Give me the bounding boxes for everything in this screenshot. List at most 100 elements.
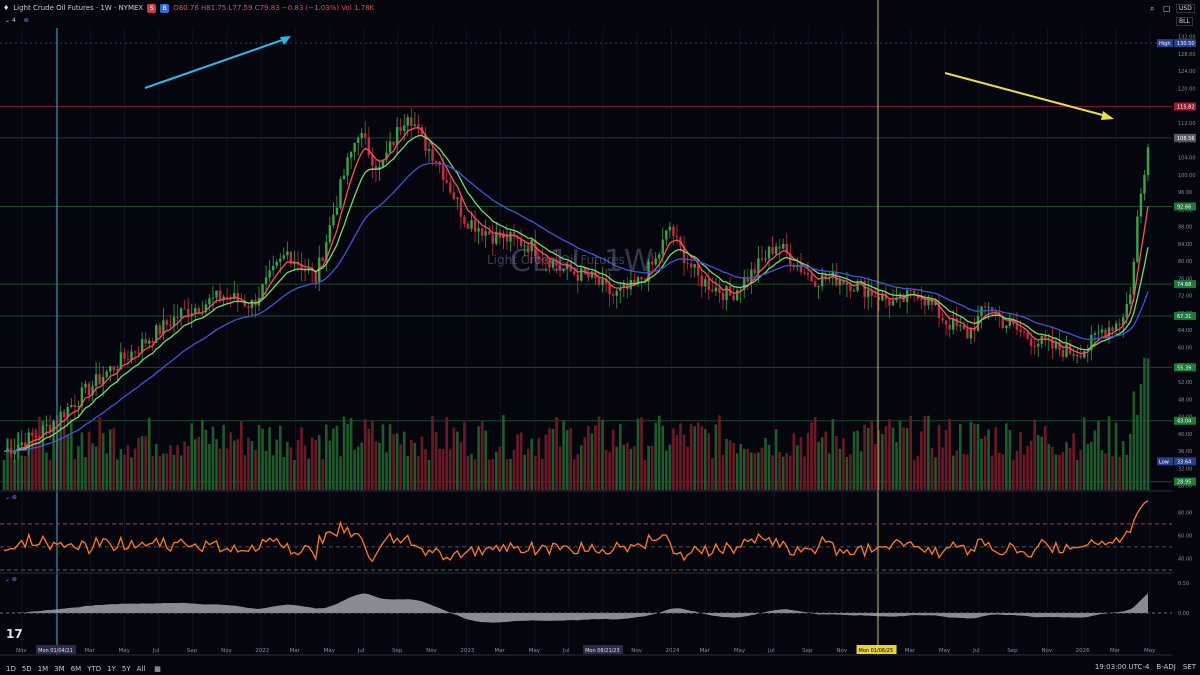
volume-bar	[310, 437, 314, 490]
volume-bar	[1079, 449, 1083, 490]
volume-bar	[519, 432, 523, 490]
timeframe-5y[interactable]: 5Y	[121, 664, 131, 673]
volume-bar	[452, 427, 456, 490]
x-axis-label: Mar	[1110, 648, 1121, 654]
volume-bar	[1090, 441, 1093, 490]
arrow-cyan-head	[280, 36, 291, 45]
volume-bar	[934, 457, 937, 490]
hist-pane-collapse-icon[interactable]: ⌄ ⊚	[5, 576, 17, 583]
sell-button[interactable]: S	[147, 3, 157, 13]
volume-bar	[1047, 444, 1051, 490]
candle-body	[725, 285, 728, 301]
volume-bar	[983, 435, 987, 490]
timeframe-6m[interactable]: 6M	[70, 664, 82, 673]
timeframe-all[interactable]: All	[136, 664, 146, 673]
price-tick-label: 40.00	[1178, 432, 1192, 438]
price-tick-label: 52.00	[1178, 380, 1192, 386]
volume-bar	[172, 454, 176, 490]
volume-bar	[1143, 357, 1146, 490]
volume-bar	[201, 419, 204, 490]
clock-time[interactable]: 19:03:00 UTC-4	[1094, 663, 1150, 671]
x-axis-label: May	[119, 648, 131, 654]
candle-body	[1100, 329, 1104, 333]
timeframe-5d[interactable]: 5D	[21, 664, 32, 673]
calendar-icon[interactable]: ▦	[154, 664, 161, 673]
timeframe-1d[interactable]: 1D	[6, 664, 16, 673]
x-axis-label: Nov	[631, 648, 642, 654]
volume-bar	[976, 423, 980, 490]
volume-bar	[91, 443, 94, 490]
candle-body	[920, 298, 923, 301]
candle-body	[140, 339, 144, 353]
volume-bar	[937, 424, 941, 490]
back-adjust-toggle[interactable]: B-ADJ	[1156, 663, 1176, 671]
volume-bar	[473, 459, 477, 490]
timeframe-1m[interactable]: 1M	[37, 664, 49, 673]
date-marker-label: Mon 08/21/23	[585, 648, 620, 654]
link-icon[interactable]: ⊚	[23, 17, 29, 24]
candle-body	[778, 246, 781, 249]
volume-bar	[73, 459, 77, 490]
symbol-name[interactable]: Light Crude Oil Futures · 1W · NYMEX	[13, 4, 144, 12]
volume-bar	[682, 434, 686, 490]
candle-body	[526, 245, 530, 252]
rsi-pane-collapse-icon[interactable]: ⌄ ⊚	[5, 494, 17, 501]
volume-bar	[232, 440, 236, 490]
volume-bar	[1104, 453, 1107, 490]
volume-bar	[52, 422, 55, 490]
indicators-toggle[interactable]: ⌄ 4	[5, 17, 16, 24]
candle-body	[229, 296, 232, 299]
candle-body	[881, 293, 884, 301]
search-icon[interactable]: ⌕	[1150, 4, 1155, 13]
session-toggle[interactable]: SET	[1182, 663, 1196, 671]
volume-bar	[966, 454, 969, 490]
candle-body	[512, 232, 516, 237]
x-axis-label: Jul	[357, 648, 365, 654]
volume-bar	[27, 446, 31, 490]
candle-body	[1001, 316, 1004, 329]
candle-body	[250, 300, 254, 308]
timeframe-ytd[interactable]: YTD	[87, 664, 102, 673]
volume-bar	[1022, 454, 1026, 490]
candle-body	[721, 293, 725, 301]
volume-bar	[750, 452, 753, 490]
volume-bar	[165, 453, 169, 490]
candle-body	[52, 420, 55, 432]
currency-selector[interactable]: USD	[1176, 4, 1195, 13]
maximize-icon[interactable]: ▢	[1163, 4, 1171, 13]
candle-body	[1008, 320, 1012, 326]
candle-body	[179, 308, 183, 318]
candle-body	[222, 296, 225, 301]
candle-body	[303, 270, 307, 272]
x-axis-label: 2024	[665, 648, 679, 654]
volume-bar	[597, 416, 601, 490]
candle-body	[183, 308, 186, 310]
volume-bar	[385, 452, 388, 490]
timeframe-1y[interactable]: 1Y	[107, 664, 116, 673]
candle-body	[94, 374, 98, 387]
timeframe-3m[interactable]: 3M	[54, 664, 65, 673]
volume-bar	[264, 450, 268, 490]
rsi-tick-label: 40.00	[1178, 556, 1192, 562]
volume-bar	[849, 454, 852, 490]
candle-body	[983, 306, 987, 308]
volume-bar	[962, 453, 966, 490]
volume-bar	[502, 415, 505, 490]
candle-body	[1090, 334, 1093, 351]
volume-bar	[31, 440, 34, 490]
candle-body	[534, 239, 537, 257]
volume-bar	[367, 428, 371, 490]
candle-body	[16, 445, 20, 451]
volume-bar	[696, 422, 700, 490]
volume-bar	[806, 432, 810, 490]
candle-body	[597, 278, 601, 285]
buy-button[interactable]: B	[160, 3, 170, 13]
candle-body	[1040, 335, 1043, 344]
date-marker-box	[36, 645, 77, 654]
candle-body	[569, 263, 572, 272]
candle-body	[785, 243, 788, 254]
unit-selector[interactable]: BLL	[1176, 17, 1193, 26]
volume-bar	[349, 418, 353, 490]
candle-body	[346, 157, 349, 176]
